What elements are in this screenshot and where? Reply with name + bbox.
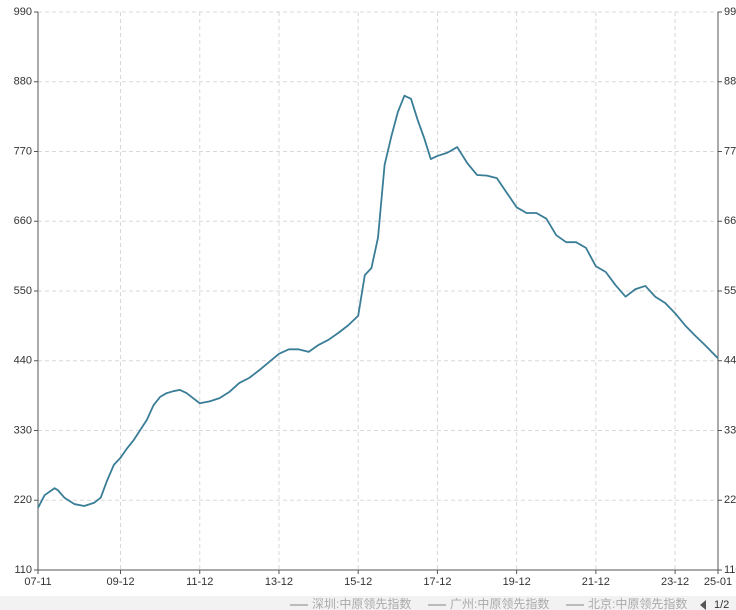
y2-tick-label: 220 [724,494,736,506]
y2-tick-label: 770 [724,145,736,157]
y2-tick-label: 880 [724,76,736,88]
y2-tick-label: 110 [724,564,736,576]
x-tick-label: 19-12 [503,576,531,588]
y2-tick-label: 990 [724,6,736,18]
x-tick-label: 15-12 [344,576,372,588]
x-tick-label: 23-12 [661,576,689,588]
x-tick-label: 17-12 [423,576,451,588]
x-tick-label: 25-01 [704,576,732,588]
y-tick-label: 660 [14,215,32,227]
y-tick-label: 440 [14,355,32,367]
y-tick-label: 110 [14,564,32,576]
legend-label[interactable]: 深圳:中原领先指数 [312,596,411,610]
y-tick-label: 550 [14,285,32,297]
y-tick-label: 990 [14,6,32,18]
legend-label[interactable]: 广州:中原领先指数 [450,596,549,610]
legend-bar [0,596,736,610]
y-tick-label: 880 [14,76,32,88]
line [37,94,719,509]
legend-prev[interactable] [700,600,706,610]
x-tick-label: 21-12 [582,576,610,588]
y-tick-label: 330 [14,424,32,436]
y-tick-label: 220 [14,494,32,506]
x-tick-label: 13-12 [265,576,293,588]
legend-label[interactable]: 北京:中原领先指数 [588,596,687,610]
y2-tick-label: 660 [724,215,736,227]
legend-page: 1/2 [714,599,729,610]
y-tick-label: 770 [14,145,32,157]
y2-tick-label: 330 [724,424,736,436]
x-tick-label: 11-12 [186,576,213,588]
y2-tick-label: 440 [724,355,736,367]
y2-tick-label: 550 [724,285,736,297]
x-tick-label: 09-12 [106,576,134,588]
x-tick-label: 07-11 [24,576,51,588]
